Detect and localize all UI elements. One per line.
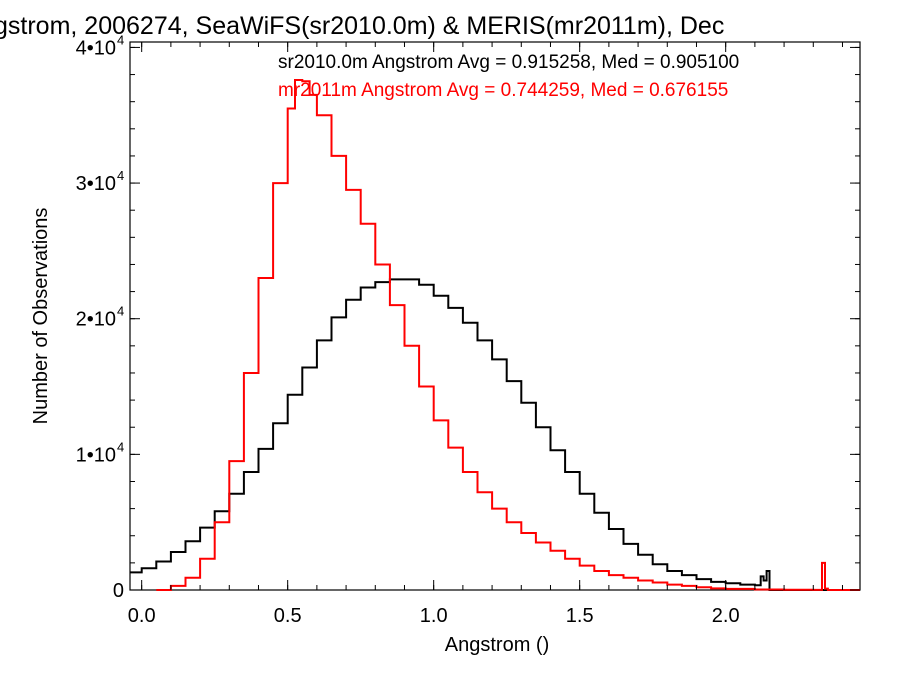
y-tick-label: 4•10 [76, 37, 116, 59]
x-tick-label: 1.0 [420, 605, 448, 627]
y-tick-exponent: 4 [117, 304, 124, 319]
y-tick-label: 3•10 [76, 173, 116, 195]
ticks-layer: 0.0 0.5 1.0 1.5 2.001•10 42•10 43•10 44•10 4 [76, 32, 860, 627]
series-line-sr2010.0m [130, 278, 831, 591]
y-tick-exponent: 4 [117, 439, 124, 454]
y-tick-label: 1•10 [76, 444, 116, 466]
x-tick-label: 1.5 [566, 605, 594, 627]
y-axis-title: Number of Observations [30, 208, 52, 425]
y-tick-label: 0 [113, 580, 124, 602]
series-layer [130, 79, 860, 591]
plot-area [129, 41, 861, 591]
x-tick-label: 2.0 [712, 605, 740, 627]
annotation-sr2010: sr2010.0m Angstrom Avg = 0.915258, Med =… [278, 52, 739, 73]
y-tick-label: 2•10 [76, 309, 116, 331]
chart-title: gstrom, 2006274, SeaWiFS(sr2010.0m) & ME… [0, 12, 724, 40]
y-tick-exponent: 4 [117, 168, 124, 183]
y-tick-exponent: 4 [117, 32, 124, 47]
annotation-mr2011: mr2011m Angstrom Avg = 0.744259, Med = 0… [278, 80, 728, 101]
x-tick-label: 0.0 [128, 605, 156, 627]
plot-frame [129, 41, 861, 591]
x-tick-label: 0.5 [274, 605, 302, 627]
x-axis-title: Angstrom () [445, 634, 549, 656]
series-line-mr2011m [156, 79, 860, 591]
